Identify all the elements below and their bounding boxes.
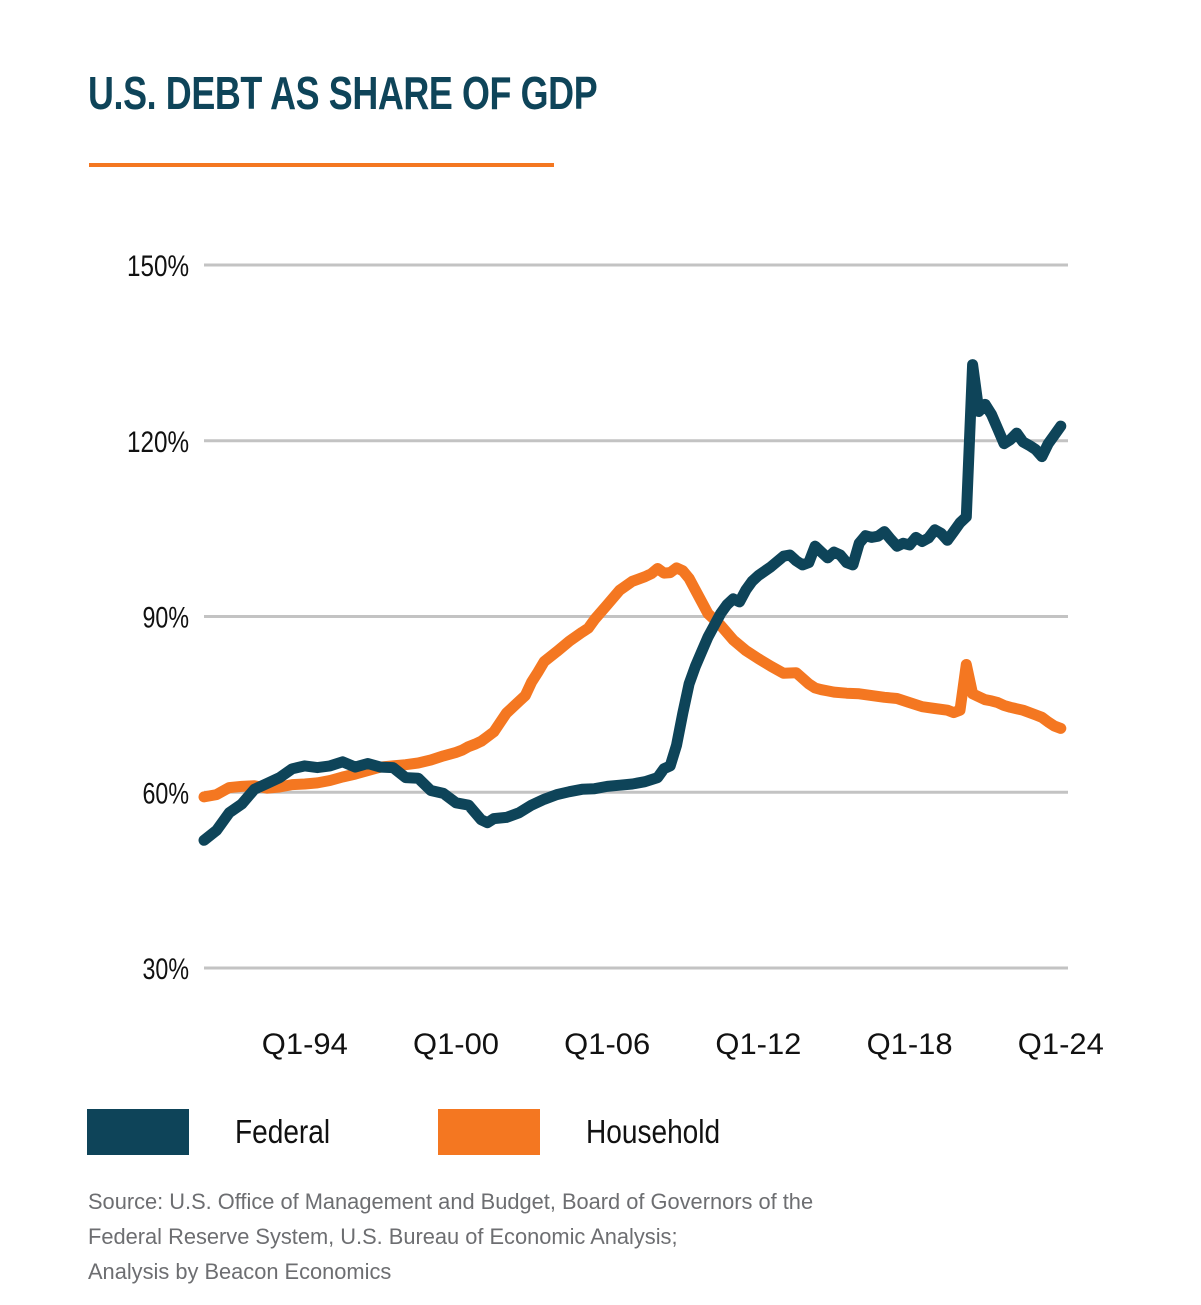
y-tick-label: 30% — [143, 953, 190, 986]
chart-title: U.S. DEBT AS SHARE OF GDP — [88, 67, 598, 119]
x-tick-label: Q1-00 — [413, 1028, 499, 1061]
y-tick-label: 90% — [143, 602, 190, 635]
x-tick-label: Q1-06 — [564, 1028, 650, 1061]
series-line-federal — [198, 359, 1067, 846]
source-note: Source: U.S. Office of Management and Bu… — [88, 1184, 1088, 1289]
legend-swatch-household — [438, 1109, 540, 1155]
series-lines — [198, 359, 1067, 846]
x-tick-label: Q1-94 — [262, 1028, 348, 1061]
y-tick-label: 120% — [127, 426, 189, 459]
legend-label-household: Household — [586, 1113, 721, 1150]
x-tick-label: Q1-18 — [867, 1028, 953, 1061]
y-tick-label: 60% — [143, 777, 190, 810]
x-axis-ticks: Q1-94 Q1-00 Q1-06 Q1-12 Q1-18 Q1-24 — [262, 1028, 1104, 1061]
line-chart: 30%60%90%120%150% Q1-94 Q1-00 Q1-06 Q1-12 Q1… — [127, 250, 1104, 1061]
y-axis-ticks: 30% 60% 90% 120% 150% — [127, 250, 189, 986]
gridlines — [204, 263, 1068, 970]
source-line: Analysis by Beacon Economics — [88, 1259, 392, 1284]
x-tick-label: Q1-12 — [715, 1028, 801, 1061]
source-line: Source: U.S. Office of Management and Bu… — [88, 1189, 814, 1214]
source-line: Federal Reserve System, U.S. Bureau of E… — [88, 1224, 678, 1249]
legend-swatch-federal — [87, 1109, 189, 1155]
legend-label-federal: Federal — [235, 1113, 331, 1150]
y-tick-label: 150% — [127, 250, 189, 283]
title-underline — [89, 163, 554, 167]
x-tick-label: Q1-24 — [1018, 1028, 1104, 1061]
